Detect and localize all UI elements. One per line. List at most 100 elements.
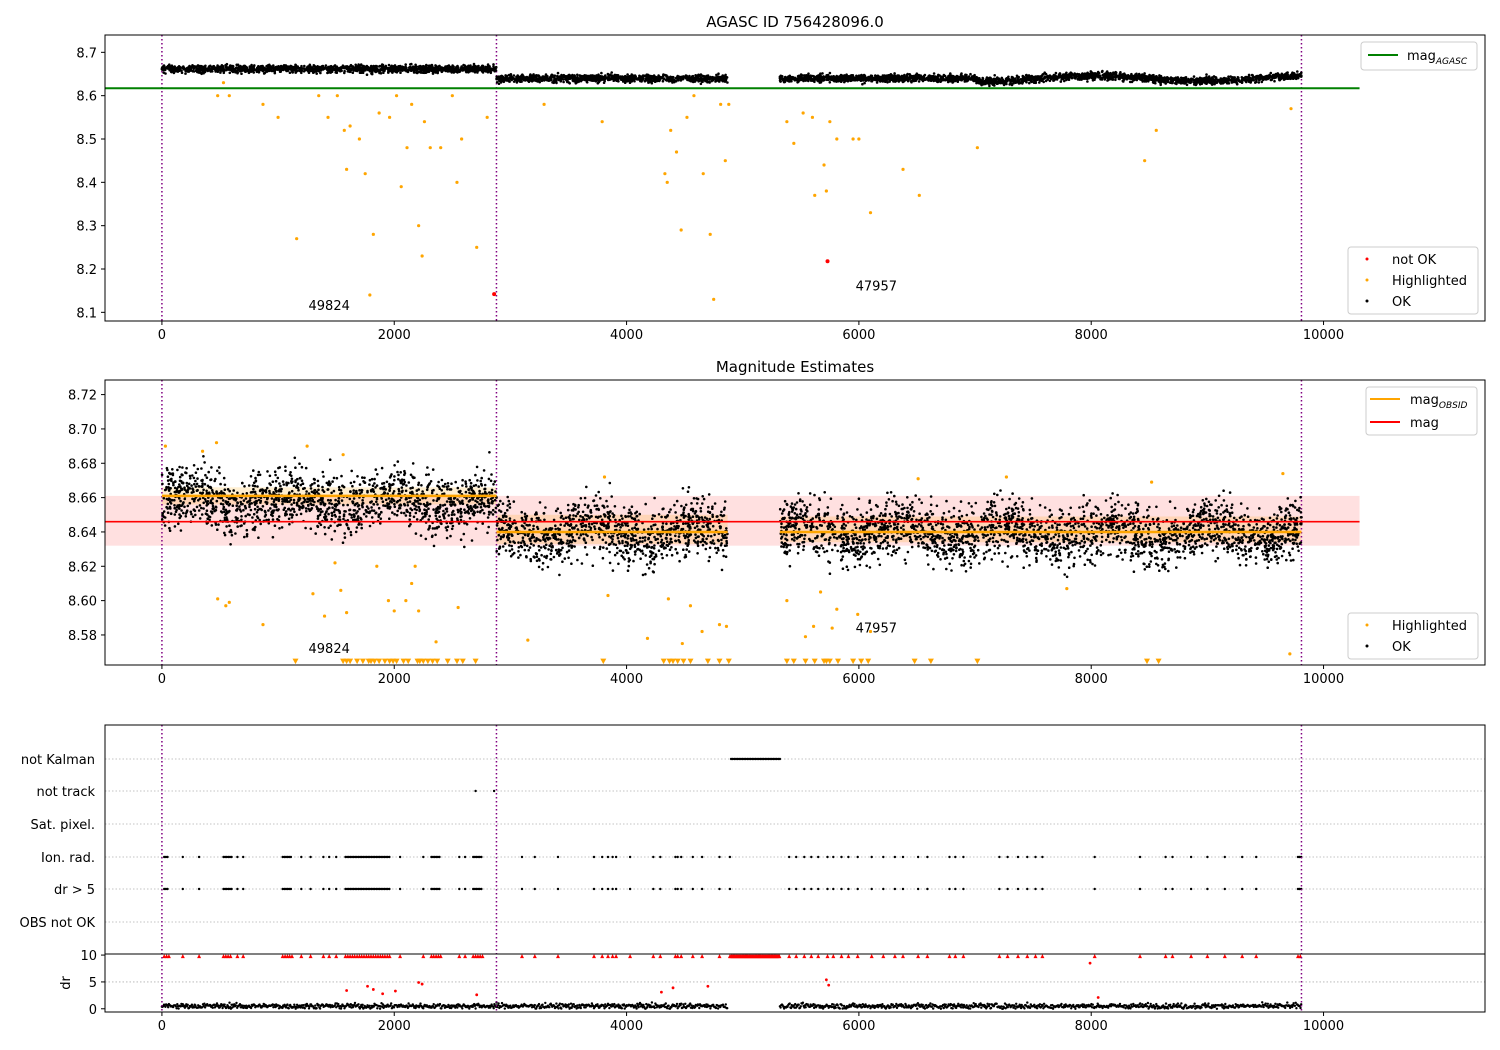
ok-point: [717, 75, 720, 78]
ok-point: [1011, 78, 1014, 82]
ok-point: [399, 71, 402, 74]
ok-point: [849, 76, 852, 80]
ok-point: [1095, 74, 1098, 77]
ok-point: [1117, 75, 1120, 78]
ok-point: [376, 69, 380, 72]
ok-point: [1091, 79, 1095, 82]
ok-point: [512, 77, 516, 81]
ok-point: [905, 76, 909, 79]
ok-point: [1241, 76, 1244, 80]
ok-point: [293, 68, 296, 72]
ok-point: [726, 81, 729, 84]
highlighted-point: [485, 115, 489, 119]
ok-point: [523, 78, 526, 81]
ok-point: [623, 75, 626, 79]
ok-point: [605, 76, 608, 79]
ok-point: [800, 75, 803, 78]
ok-point: [1141, 73, 1144, 76]
highlighted-point: [857, 137, 861, 141]
highlighted-point: [357, 137, 361, 141]
ok-point: [694, 76, 698, 79]
ok-point: [257, 70, 261, 74]
ok-point: [668, 77, 671, 80]
ok-point: [1070, 76, 1074, 79]
ok-point: [263, 71, 267, 75]
ok-point: [788, 78, 791, 82]
highlighted-point: [1154, 128, 1158, 132]
highlighted-point: [785, 120, 789, 124]
ok-point: [582, 76, 585, 79]
ok-point: [1293, 73, 1297, 76]
ok-point: [304, 68, 308, 71]
ok-point: [1118, 72, 1122, 76]
ok-point: [431, 68, 435, 71]
ok-point: [936, 77, 940, 80]
ok-point: [596, 77, 600, 80]
x-tick-label: 10000: [1303, 328, 1344, 343]
ok-point: [906, 72, 909, 76]
ok-point: [375, 67, 378, 70]
ok-point: [532, 73, 535, 76]
ok-point: [197, 71, 200, 74]
ok-point: [1227, 75, 1230, 78]
ok-point: [1040, 76, 1043, 79]
ok-point: [1255, 80, 1258, 84]
ok-point: [250, 63, 253, 67]
ok-point: [354, 63, 358, 67]
ok-point: [1222, 80, 1226, 84]
ok-point: [837, 79, 840, 83]
ok-point: [830, 77, 833, 80]
ok-point: [897, 77, 900, 81]
ok-point: [887, 77, 890, 81]
ok-point: [644, 79, 647, 83]
ok-point: [647, 81, 650, 84]
ok-legend-marker: [1365, 299, 1369, 303]
ok-point: [540, 78, 543, 82]
ok-point: [791, 75, 795, 79]
ok-point: [1277, 73, 1281, 76]
ok-point: [651, 79, 654, 83]
ok-point: [315, 72, 319, 75]
highlighted-point: [317, 94, 321, 98]
ok-point: [575, 76, 579, 80]
ok-point: [211, 70, 214, 73]
ok-point: [251, 69, 254, 72]
highlighted-point: [813, 193, 817, 197]
ok-point: [724, 73, 727, 77]
ok-point: [881, 78, 885, 82]
ok-point: [629, 80, 633, 83]
ok-point: [972, 77, 976, 81]
ok-point: [538, 80, 541, 84]
ok-point: [614, 77, 617, 80]
highlighted-point: [345, 167, 349, 171]
ok-point: [825, 75, 829, 78]
ok-point: [1041, 73, 1044, 76]
ok-point: [335, 67, 339, 71]
ok-point: [566, 79, 569, 83]
ok-point: [990, 80, 993, 83]
highlighted-point: [975, 146, 979, 150]
ok-point: [942, 73, 946, 77]
ok-point: [246, 68, 249, 71]
ok-point: [1089, 70, 1093, 73]
ok-point: [1247, 80, 1251, 83]
highlighted-point: [410, 102, 414, 106]
ok-point: [542, 77, 546, 80]
ok-point: [1291, 77, 1295, 80]
ok-point: [535, 74, 538, 77]
ok-point: [884, 74, 888, 78]
panel-2-title: Magnitude Estimates: [716, 358, 874, 376]
ok-point: [417, 65, 421, 69]
ok-point: [828, 71, 832, 75]
ok-point: [284, 68, 288, 72]
ok-point: [1077, 76, 1081, 79]
ok-point: [204, 67, 207, 71]
highlighted-point: [868, 211, 873, 215]
highlighted-legend-marker: [1365, 278, 1369, 282]
ok-point: [1130, 76, 1133, 80]
ok-point: [371, 68, 375, 71]
highlighted-point: [665, 180, 669, 184]
ok-legend-label: OK: [1392, 295, 1411, 310]
ok-point: [329, 65, 333, 68]
ok-point: [1106, 76, 1110, 80]
